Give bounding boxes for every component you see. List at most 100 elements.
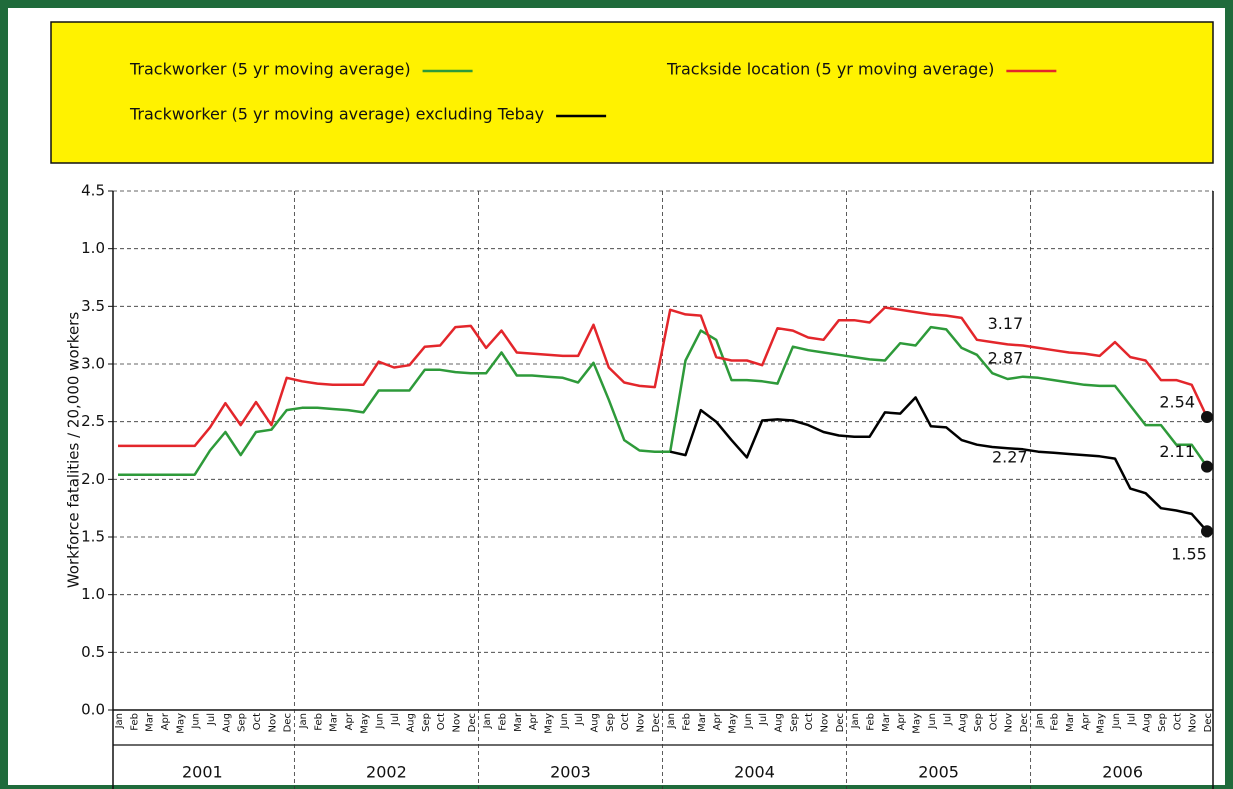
x-tick-label: Jan [482, 713, 493, 729]
end-marker [1201, 525, 1213, 538]
x-tick-label: Oct [1172, 713, 1183, 730]
x-tick-label: Jul [390, 713, 401, 726]
x-tick-label: Jun [559, 713, 570, 730]
x-tick-label: Mar [145, 712, 156, 732]
x-tick-label: Nov [635, 713, 646, 733]
year-label: 2003 [550, 763, 591, 782]
x-tick-label: Apr [896, 712, 907, 730]
legend-label: Trackworker (5 yr moving average) [129, 60, 411, 79]
x-tick-label: Nov [1004, 713, 1015, 733]
x-tick-label: Jul [574, 713, 585, 726]
value-label: 2.87 [988, 348, 1024, 367]
legend-box [50, 21, 1214, 164]
x-tick-label: May [912, 713, 923, 734]
legend-label: Trackworker (5 yr moving average) exclud… [129, 105, 544, 124]
y-tick-label: 1.0 [81, 239, 105, 257]
x-tick-label: Jul [206, 713, 217, 726]
x-tick-label: Jun [743, 713, 754, 730]
x-tick-label: Jan [1034, 713, 1045, 729]
x-tick-label: Feb [497, 713, 508, 731]
y-tick-label: 2.5 [81, 412, 105, 430]
x-tick-label: May [543, 713, 554, 734]
x-tick-label: Dec [283, 713, 294, 732]
x-tick-label: Apr [528, 712, 539, 730]
x-tick-label: Mar [1065, 712, 1076, 732]
x-tick-label: Oct [252, 713, 263, 730]
x-tick-label: Feb [1050, 713, 1061, 731]
x-tick-label: May [1096, 713, 1107, 734]
x-tick-label: Feb [313, 713, 324, 731]
x-tick-label: Jan [298, 713, 309, 729]
series-line [669, 396, 1208, 533]
x-tick-label: Jul [942, 713, 953, 726]
x-tick-label: Aug [774, 713, 785, 733]
value-label: 2.54 [1159, 393, 1195, 412]
x-tick-label: Jun [375, 713, 386, 730]
x-tick-label: Oct [436, 713, 447, 730]
x-tick-label: May [728, 713, 739, 734]
x-tick-label: Sep [421, 713, 432, 732]
x-tick-label: Aug [221, 713, 232, 733]
x-tick-label: Feb [682, 713, 693, 731]
x-tick-label: Sep [237, 713, 248, 732]
series-line [118, 325, 1209, 476]
x-tick-label: Jul [1126, 713, 1137, 726]
year-label: 2006 [1102, 763, 1143, 782]
x-tick-label: Nov [820, 713, 831, 733]
x-tick-label: Jun [1111, 713, 1122, 730]
x-tick-label: Oct [804, 713, 815, 730]
year-label: 2005 [918, 763, 959, 782]
x-tick-label: Oct [620, 713, 631, 730]
y-tick-label: 0.5 [81, 643, 105, 661]
y-tick-label: 4.5 [81, 182, 105, 200]
x-tick-label: Dec [467, 713, 478, 732]
x-tick-label: Jan [666, 713, 677, 729]
x-tick-label: Nov [1188, 713, 1199, 733]
x-tick-label: Feb [866, 713, 877, 731]
x-tick-label: Apr [344, 712, 355, 730]
y-tick-label: 1.5 [81, 528, 105, 546]
x-tick-label: Jun [191, 713, 202, 730]
value-label: 1.55 [1171, 545, 1207, 564]
x-tick-label: Mar [513, 712, 524, 732]
y-tick-label: 0.0 [81, 701, 105, 719]
value-label: 3.17 [988, 314, 1024, 333]
x-tick-label: Sep [605, 713, 616, 732]
x-tick-label: Feb [129, 713, 140, 731]
x-tick-label: Dec [1203, 713, 1214, 732]
x-tick-label: Apr [160, 712, 171, 730]
value-label: 2.27 [992, 448, 1028, 467]
y-tick-label: 3.0 [81, 355, 105, 373]
y-tick-label: 1.0 [81, 585, 105, 603]
y-axis-label: Workforce fatalities / 20,000 workers [65, 312, 83, 588]
x-tick-label: May [359, 713, 370, 734]
series-line [118, 306, 1209, 448]
x-tick-label: Nov [451, 713, 462, 733]
x-tick-label: Sep [973, 713, 984, 732]
y-tick-label: 3.5 [81, 297, 105, 315]
legend-label: Trackside location (5 yr moving average) [666, 60, 994, 79]
year-label: 2001 [182, 763, 223, 782]
x-tick-label: Jan [114, 713, 125, 729]
x-tick-label: Aug [589, 713, 600, 733]
x-tick-label: Dec [1019, 713, 1030, 732]
x-tick-label: Nov [267, 713, 278, 733]
x-tick-label: Aug [1142, 713, 1153, 733]
x-tick-label: Mar [697, 712, 708, 732]
x-tick-label: Jun [927, 713, 938, 730]
end-marker [1201, 460, 1213, 473]
x-tick-label: Sep [789, 713, 800, 732]
x-tick-label: Apr [1080, 712, 1091, 730]
x-tick-label: Jul [758, 713, 769, 726]
end-marker [1201, 411, 1213, 424]
x-tick-label: Apr [712, 712, 723, 730]
y-tick-label: 2.0 [81, 470, 105, 488]
x-tick-label: May [175, 713, 186, 734]
year-label: 2002 [366, 763, 407, 782]
x-tick-label: Sep [1157, 713, 1168, 732]
x-tick-label: Oct [988, 713, 999, 730]
x-tick-label: Aug [405, 713, 416, 733]
x-tick-label: Dec [835, 713, 846, 732]
x-tick-label: Aug [958, 713, 969, 733]
